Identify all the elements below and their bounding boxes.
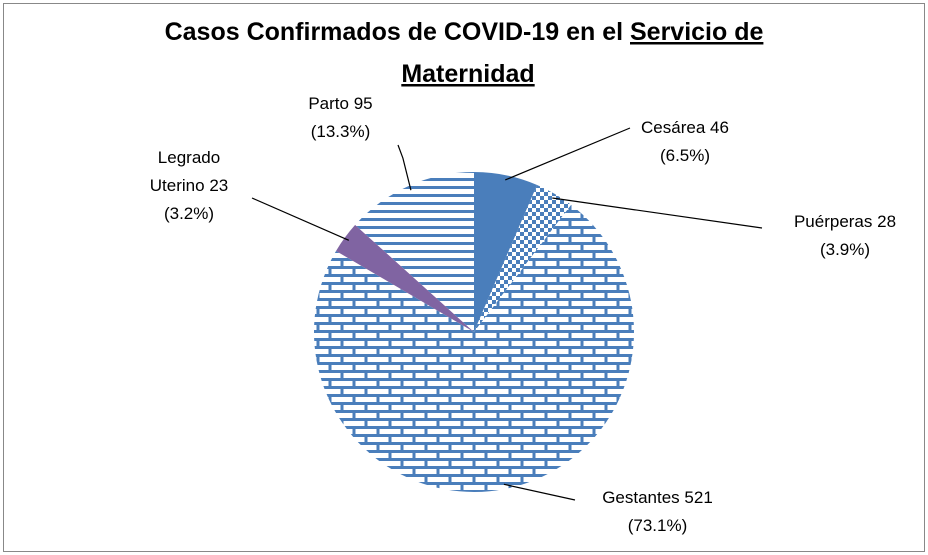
label-part: (13.3%) — [310, 122, 371, 141]
data-label: Gestantes 521 (73.1%) — [575, 484, 740, 540]
label-part: (3.2%) — [163, 204, 215, 223]
leader-line — [251, 197, 350, 241]
leader-line — [397, 144, 412, 191]
chart-title: Maternidad — [401, 60, 534, 88]
leader-line — [503, 483, 576, 501]
chart-title: Casos Confirmados de COVID-19 en el Serv… — [165, 18, 764, 46]
label-part: Puérperas — [793, 212, 873, 231]
label-part: (6.5%) — [659, 146, 711, 165]
label-part: (3.9%) — [819, 240, 871, 259]
data-label: Cesárea 46 (6.5%) — [620, 114, 750, 170]
label-part: 28 — [877, 212, 897, 231]
pie-slice — [336, 224, 474, 332]
label-part: 23 — [209, 176, 229, 195]
label-part: (73.1%) — [627, 516, 688, 535]
pie-slice — [474, 184, 572, 332]
label-part: Parto — [308, 94, 349, 113]
data-label: Parto 95 (13.3%) — [283, 90, 398, 146]
leader-line — [552, 197, 763, 229]
data-label: Legrado Uterino 23 (3.2%) — [130, 144, 248, 228]
label-part: Legrado Uterino — [149, 148, 221, 195]
leader-line — [505, 127, 631, 181]
label-part: 46 — [710, 118, 729, 137]
label-part: Cesárea — [641, 118, 706, 137]
pie-slice — [314, 204, 634, 493]
pie-slice — [355, 172, 474, 332]
label-part: 95 — [353, 94, 373, 113]
pie-slice — [474, 172, 538, 332]
data-label: Puérperas 28 (3.9%) — [765, 208, 925, 264]
label-part: 521 — [684, 488, 713, 507]
label-part: Gestantes — [602, 488, 680, 507]
